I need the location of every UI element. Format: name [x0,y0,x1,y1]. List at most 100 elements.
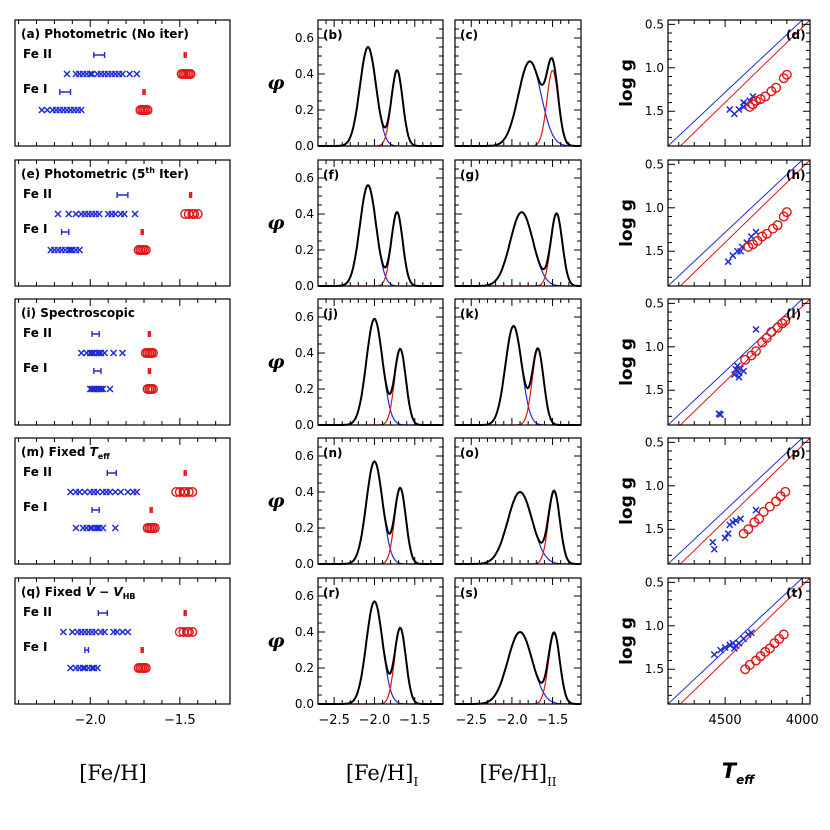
blue-point [97,385,105,393]
x-tick-label: 4000 [786,713,819,728]
blue-point [99,524,107,532]
blue-point [72,210,80,218]
x-tick-label: −2.0 [74,713,106,728]
panel-t: 4500 4000 0.5 1.0 1.5 log g (t) [617,575,819,728]
red-star [771,82,782,93]
blue-errorbar [59,89,72,95]
red-point [187,627,198,638]
red-point [185,68,196,79]
title-text: (m) Fixed [21,445,90,459]
xlabel-feh-ii: [Fe/H]II [479,761,556,789]
y-tick-label: 0.2 [295,661,314,675]
blue-point [88,664,96,672]
blue-point [72,524,80,532]
red-errorbar [147,331,152,337]
red-star [754,513,765,524]
isochrone-lines [668,438,810,564]
panel-frame [667,159,811,287]
x-tick-label: −2.5 [318,713,350,728]
y-axis-label: log g [617,477,637,525]
blue-star [710,650,718,658]
red-star [750,95,761,106]
blue-point [67,488,75,496]
panel-h: 0.5 1.0 1.5 log g (h) [617,157,811,287]
red-star [758,506,769,517]
y-tick-label: 0.5 [645,17,664,31]
y-tick-label: 0.6 [295,310,314,324]
blue-point [118,349,127,357]
red-star [772,220,783,231]
blue-point [111,210,119,218]
y-tick-label: 0.0 [295,279,314,293]
y-tick-label: 0.5 [645,296,664,310]
panel-q: −2.0 −1.5 (q) Fixed V − VHB Fe II Fe I [14,577,231,728]
y-tick-label: 0.4 [295,67,314,81]
x-tick-label: −1.5 [537,713,569,728]
blue-point [124,488,132,496]
y-axis-label: φ [267,630,284,652]
title-italic: T [90,445,99,459]
title-sub: eff [98,452,110,461]
blue-star [737,247,745,255]
y-tick-label: 1.5 [645,662,664,676]
red-errorbar [183,52,187,58]
red-star [780,315,791,326]
blue-point [86,524,94,532]
panel-title: (i) Spectroscopic [21,306,135,320]
blue-star [732,517,740,525]
panel-l: 0.5 1.0 1.5 log g (l) [617,296,811,426]
blue-point [68,628,76,636]
blue-point [81,488,89,496]
panel-frame [14,437,231,565]
blue-point [75,488,84,496]
y-tick-label: 0.2 [295,243,314,257]
red-star [750,346,761,357]
red-point [180,487,191,498]
blue-point [118,70,127,78]
red-star [778,629,789,640]
panel-title: (m) Fixed Teff [21,445,110,461]
panel-label: (b) [323,28,343,42]
panel-frame [667,577,811,705]
red-star [781,207,792,218]
panel-title: (a) Photometric (No iter) [21,27,189,41]
y-tick-label: 0.0 [295,697,314,711]
red-point [192,208,203,219]
panel-label: (t) [786,586,803,600]
y-tick-label: 0.0 [295,139,314,153]
y-tick-label: 0.4 [295,346,314,360]
blue-point [95,349,103,357]
blue-star [709,538,717,546]
blue-point [59,628,67,636]
y-tick-label: 0.2 [295,103,314,117]
red-point [149,523,160,534]
red-errorbar [188,192,193,198]
title-italic: V − V [86,585,125,599]
y-tick-label: 1.5 [645,244,664,258]
row-label: Fe I [23,640,48,654]
row-label: Fe II [23,47,52,61]
y-tick-label: 0.4 [295,207,314,221]
panel-e: (e) Photometric (5th Iter) Fe II Fe I [14,159,231,287]
xlabel-teff: Teff [722,759,755,787]
blue-isochrone [668,160,803,286]
panel-label: (j) [323,307,338,321]
panel-g: (g) [454,159,582,287]
panel-a: (a) Photometric (No iter) Fe II Fe I [14,19,231,147]
panel-c: (c) [454,19,582,147]
red-errorbar [183,470,187,476]
blue-point [54,210,62,218]
blue-errorbar [91,331,100,337]
red-errorbar [147,368,152,374]
y-tick-label: 0.6 [295,171,314,185]
blue-point [117,488,125,496]
blue-point [63,70,71,78]
red-star [760,91,771,102]
blue-point [88,349,96,357]
blue-point [93,488,101,496]
blue-point [133,70,141,78]
panel-label: (g) [460,168,480,182]
y-axis-label: log g [617,199,637,247]
panel-label: (s) [460,586,478,600]
red-isochrone [679,20,810,146]
